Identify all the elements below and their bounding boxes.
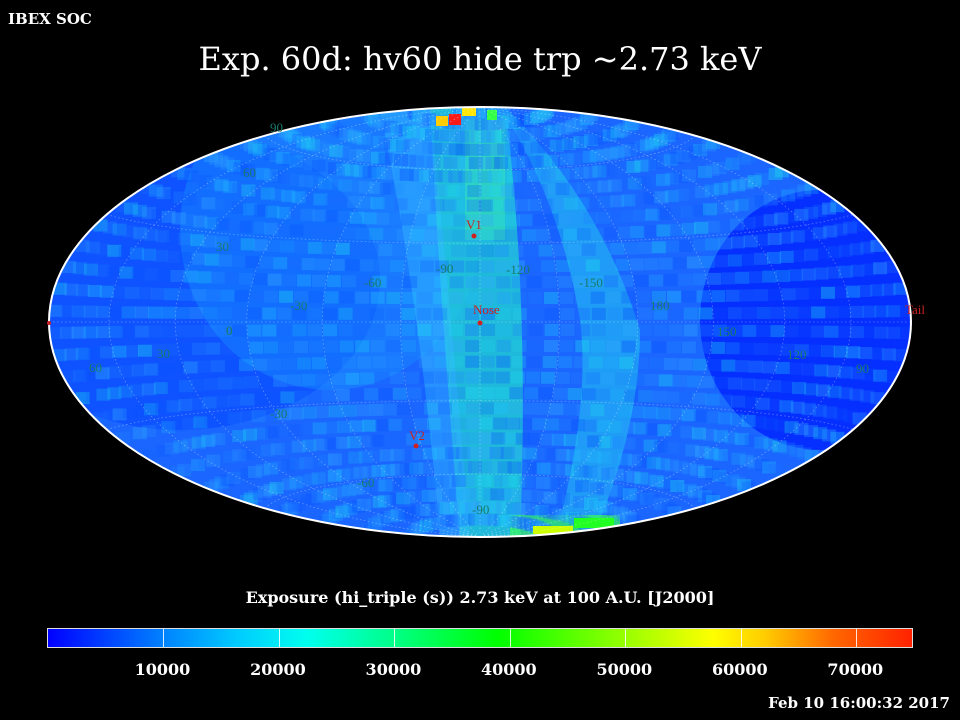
lon-label: 120	[787, 347, 807, 362]
lat-label: -60	[357, 475, 374, 490]
colorbar-tick-label: 10000	[134, 660, 191, 679]
markers: V1 Nose V2 Tail	[47, 217, 925, 449]
colorbar-tick-label: 40000	[481, 660, 537, 679]
lat-label: 0	[226, 323, 233, 338]
colorbar-tick	[856, 629, 858, 647]
latitude-line	[106, 400, 854, 430]
latitude-line	[264, 473, 696, 509]
marker-label-nose: Nose	[473, 302, 500, 317]
lat-label: -90	[472, 502, 489, 517]
corner-label: IBEX SOC	[8, 10, 92, 28]
colorbar-tick-label: 50000	[596, 660, 653, 679]
longitude-line	[479, 107, 714, 537]
marker-label-v1: V1	[466, 217, 482, 232]
lon-label: 180	[650, 298, 670, 313]
longitude-line	[246, 107, 481, 537]
colorbar-label: Exposure (hi_triple (s)) 2.73 keV at 100…	[245, 588, 715, 607]
lon-label: -120	[506, 262, 530, 277]
lon-label: -150	[579, 275, 603, 290]
colorbar-tick	[394, 629, 396, 647]
colorbar-tick	[163, 629, 165, 647]
lon-label: 90	[856, 361, 869, 376]
lon-label: 0	[226, 323, 233, 338]
marker-nose	[477, 320, 483, 326]
latitude-line	[264, 135, 696, 171]
colorbar-tick	[740, 629, 742, 647]
colorbar	[47, 628, 913, 648]
colorbar-tick-label: 70000	[827, 660, 884, 679]
lat-label: 90	[270, 120, 283, 135]
lat-label: 60	[243, 165, 256, 180]
exposure-field	[49, 107, 911, 537]
hot-pixels	[436, 107, 614, 534]
colorbar-tick	[509, 629, 511, 647]
lon-label: 30	[157, 346, 170, 361]
timestamp: Feb 10 16:00:32 2017	[768, 694, 950, 712]
map-title: Exp. 60d: hv60 hide trp ~2.73 keV	[198, 40, 762, 78]
colorbar-tick-label: 20000	[250, 660, 306, 679]
grid-labels: 90 60 30 0 -30 -60 -90 -30 -60 -90 -120 …	[89, 120, 869, 517]
colorbar-tick-label: 60000	[711, 660, 768, 679]
colorbar-tick-label: 30000	[365, 660, 422, 679]
lon-label: 60	[89, 360, 102, 375]
lon-label: -90	[436, 261, 453, 276]
longitude-line	[479, 107, 639, 537]
pixel-grid	[49, 107, 911, 537]
lon-label: -60	[364, 275, 381, 290]
marker-tail-edge	[47, 321, 51, 325]
lon-label: -30	[290, 298, 307, 313]
longitude-line	[479, 107, 852, 537]
graticule	[49, 107, 911, 537]
marker-label-v2: V2	[409, 428, 425, 443]
latitude-line	[106, 214, 854, 244]
marker-v2	[413, 443, 419, 449]
marker-v1	[471, 233, 477, 239]
marker-label-tail: Tail	[905, 302, 925, 317]
longitude-line	[108, 107, 481, 537]
colorbar-tick	[278, 629, 280, 647]
longitude-line	[321, 107, 481, 537]
colorbar-tick	[625, 629, 627, 647]
lon-label: 150	[717, 324, 737, 339]
lat-label: 30	[216, 239, 229, 254]
lat-label: -30	[270, 406, 287, 421]
